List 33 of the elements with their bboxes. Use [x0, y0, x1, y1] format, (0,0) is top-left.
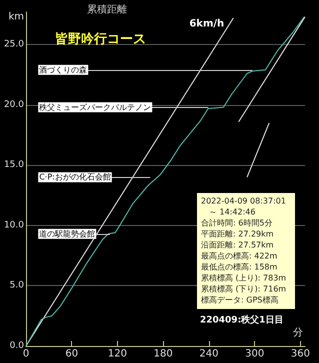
- annotation: 平面距離: 27.29km: [201, 230, 274, 238]
- annotation: 最高点の標高: 422m: [201, 252, 278, 260]
- annotation: 道の駅龍勢会館: [39, 229, 96, 238]
- x-tick-label: 60: [65, 348, 78, 360]
- annotation: 沿面距離: 27.57km: [201, 240, 274, 250]
- y-tick-label: 15.0: [4, 160, 24, 170]
- annotation: 220409:秩父1日目: [200, 314, 284, 326]
- annotation: ～ 14:42:46: [201, 208, 256, 216]
- x-tick-label: 0: [22, 348, 30, 360]
- series-label: 6km/h: [189, 18, 224, 30]
- annotation: 2022-04-09 08:37:01: [201, 196, 286, 206]
- annotation: 酒づくりの森: [39, 65, 88, 74]
- y-tick-label: 20.0: [4, 100, 24, 110]
- annotation: 累積標高 (上り): 783m: [201, 274, 286, 282]
- x-tick-label: 240: [199, 348, 218, 360]
- text: 皆野吟行コース: [55, 32, 146, 47]
- annotation: 合計時間: 6時間5分: [201, 218, 272, 228]
- annotation: 秩父ミューズパークパルテノン: [39, 102, 152, 112]
- annotation: C·P:おがの化石会館: [39, 172, 111, 182]
- x-axis-title: 分: [293, 326, 303, 338]
- y-tick-label: 0.0: [10, 341, 24, 351]
- x-tick-label: 120: [108, 348, 128, 360]
- x-tick-label: 180: [154, 348, 173, 360]
- annotation: 標高データ: GPS標高: [201, 296, 278, 304]
- y-tick-label: 10.0: [4, 220, 24, 230]
- y-axis-title: km: [8, 12, 24, 22]
- chart-subtitle: 累積距離: [87, 4, 127, 16]
- x-tick-label: 300: [245, 348, 264, 360]
- x-tick-label: 360: [290, 348, 310, 360]
- annotation: 最低点の標高: 158m: [201, 262, 278, 272]
- annotation: 累積標高 (下り): 716m: [201, 284, 286, 294]
- y-tick-label: 5.0: [10, 280, 24, 291]
- y-tick-label: 25.0: [4, 40, 24, 50]
